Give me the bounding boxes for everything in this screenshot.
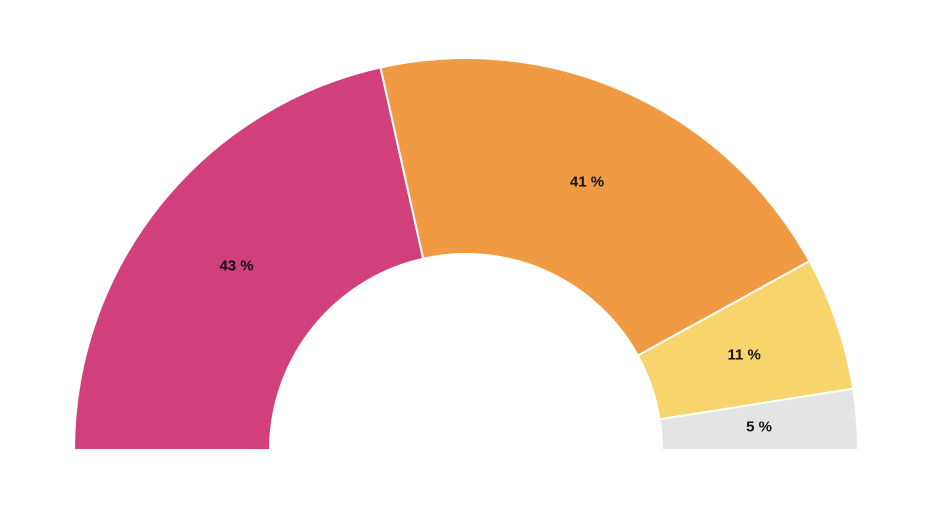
slice-3[interactable] <box>658 387 859 451</box>
data-labels: 43 % 41 % 11 % 5 % <box>219 174 772 436</box>
data-label-0: 43 % <box>219 258 253 275</box>
data-label-1: 41 % <box>570 174 604 191</box>
slices <box>73 57 859 451</box>
data-label-2: 11 % <box>727 346 760 363</box>
slice-1[interactable] <box>379 57 811 357</box>
data-label-3: 5 % <box>746 418 772 435</box>
slice-0[interactable] <box>73 66 425 451</box>
